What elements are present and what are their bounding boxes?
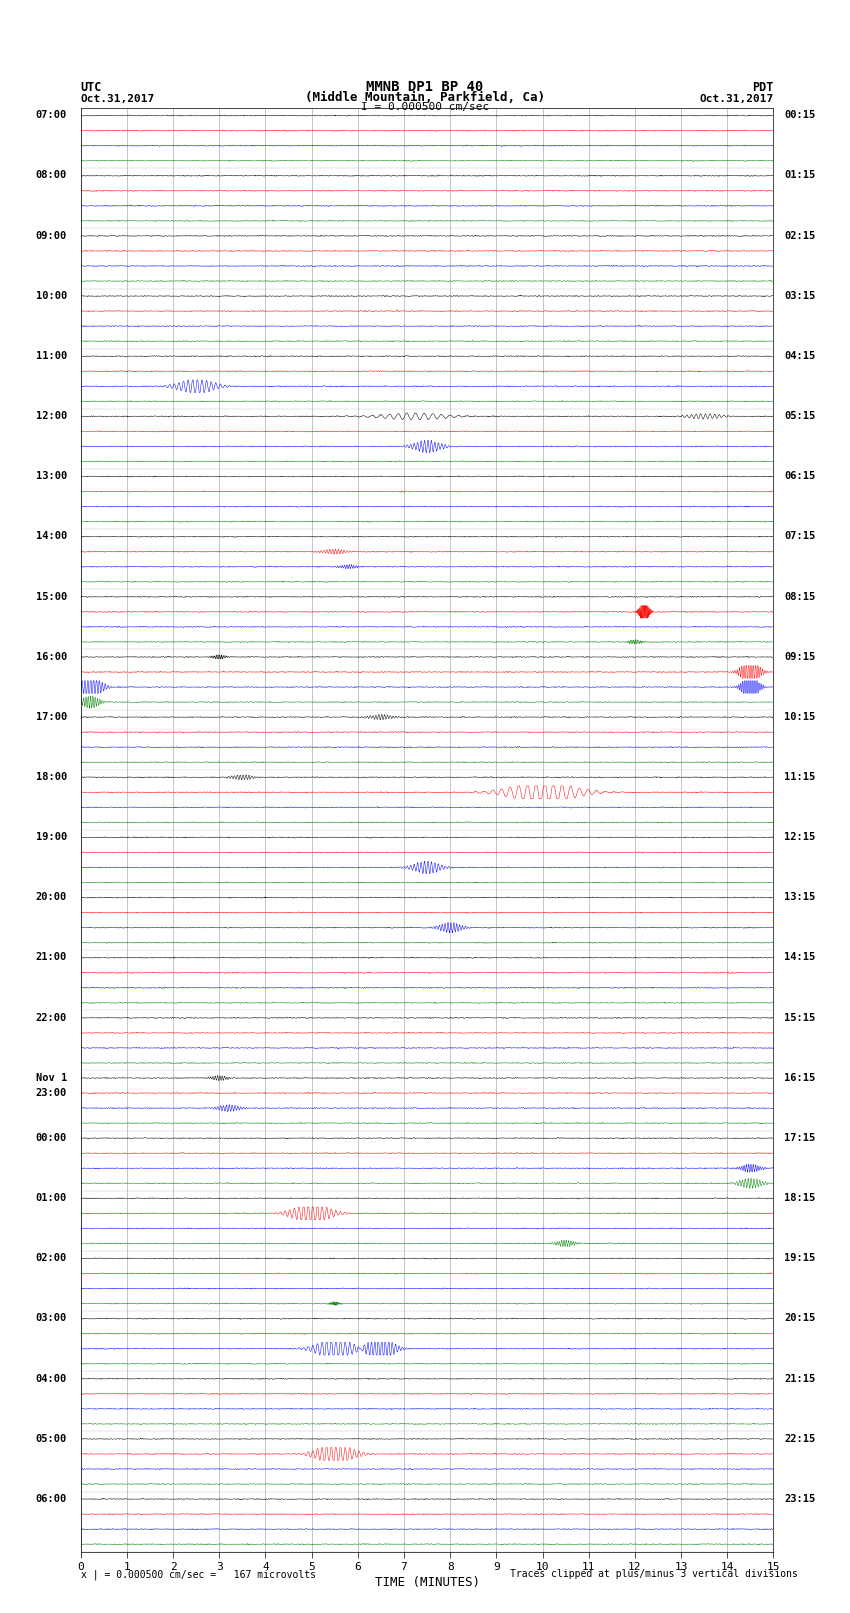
Text: Traces clipped at plus/minus 3 vertical divisions: Traces clipped at plus/minus 3 vertical … <box>510 1569 798 1579</box>
Text: 22:00: 22:00 <box>36 1013 67 1023</box>
Text: 05:00: 05:00 <box>36 1434 67 1444</box>
Text: (Middle Mountain, Parkfield, Ca): (Middle Mountain, Parkfield, Ca) <box>305 90 545 105</box>
Text: 08:15: 08:15 <box>784 592 815 602</box>
X-axis label: TIME (MINUTES): TIME (MINUTES) <box>375 1576 479 1589</box>
Text: 14:00: 14:00 <box>36 531 67 542</box>
Text: 18:00: 18:00 <box>36 773 67 782</box>
Text: I = 0.000500 cm/sec: I = 0.000500 cm/sec <box>361 102 489 113</box>
Text: 07:00: 07:00 <box>36 110 67 121</box>
Text: MMNB DP1 BP 40: MMNB DP1 BP 40 <box>366 81 484 94</box>
Text: Oct.31,2017: Oct.31,2017 <box>700 94 774 105</box>
Text: 05:15: 05:15 <box>784 411 815 421</box>
Text: 02:15: 02:15 <box>784 231 815 240</box>
Text: 09:00: 09:00 <box>36 231 67 240</box>
Text: 06:15: 06:15 <box>784 471 815 481</box>
Text: 00:15: 00:15 <box>784 110 815 121</box>
Text: 16:15: 16:15 <box>784 1073 815 1082</box>
Text: 15:15: 15:15 <box>784 1013 815 1023</box>
Text: x | = 0.000500 cm/sec =   167 microvolts: x | = 0.000500 cm/sec = 167 microvolts <box>81 1569 315 1581</box>
Text: 17:00: 17:00 <box>36 711 67 723</box>
Text: 11:15: 11:15 <box>784 773 815 782</box>
Text: Nov 1: Nov 1 <box>36 1073 67 1082</box>
Text: 01:00: 01:00 <box>36 1194 67 1203</box>
Text: 13:00: 13:00 <box>36 471 67 481</box>
Text: 16:00: 16:00 <box>36 652 67 661</box>
Text: 00:00: 00:00 <box>36 1132 67 1144</box>
Text: 01:15: 01:15 <box>784 171 815 181</box>
Text: 04:00: 04:00 <box>36 1374 67 1384</box>
Text: 03:15: 03:15 <box>784 290 815 300</box>
Text: 17:15: 17:15 <box>784 1132 815 1144</box>
Text: Oct.31,2017: Oct.31,2017 <box>81 94 155 105</box>
Text: 09:15: 09:15 <box>784 652 815 661</box>
Text: 14:15: 14:15 <box>784 952 815 963</box>
Text: 03:00: 03:00 <box>36 1313 67 1323</box>
Text: 11:00: 11:00 <box>36 352 67 361</box>
Text: 07:15: 07:15 <box>784 531 815 542</box>
Text: 21:15: 21:15 <box>784 1374 815 1384</box>
Text: 19:15: 19:15 <box>784 1253 815 1263</box>
Text: 13:15: 13:15 <box>784 892 815 902</box>
Text: 12:15: 12:15 <box>784 832 815 842</box>
Text: 06:00: 06:00 <box>36 1494 67 1503</box>
Text: 04:15: 04:15 <box>784 352 815 361</box>
Text: 12:00: 12:00 <box>36 411 67 421</box>
Text: 15:00: 15:00 <box>36 592 67 602</box>
Text: 23:00: 23:00 <box>36 1087 67 1098</box>
Text: PDT: PDT <box>752 81 774 94</box>
Text: 10:15: 10:15 <box>784 711 815 723</box>
Text: UTC: UTC <box>81 81 102 94</box>
Text: 22:15: 22:15 <box>784 1434 815 1444</box>
Text: 10:00: 10:00 <box>36 290 67 300</box>
Text: 20:15: 20:15 <box>784 1313 815 1323</box>
Text: 23:15: 23:15 <box>784 1494 815 1503</box>
Text: 19:00: 19:00 <box>36 832 67 842</box>
Text: 21:00: 21:00 <box>36 952 67 963</box>
Text: 18:15: 18:15 <box>784 1194 815 1203</box>
Text: 20:00: 20:00 <box>36 892 67 902</box>
Text: 08:00: 08:00 <box>36 171 67 181</box>
Text: 02:00: 02:00 <box>36 1253 67 1263</box>
